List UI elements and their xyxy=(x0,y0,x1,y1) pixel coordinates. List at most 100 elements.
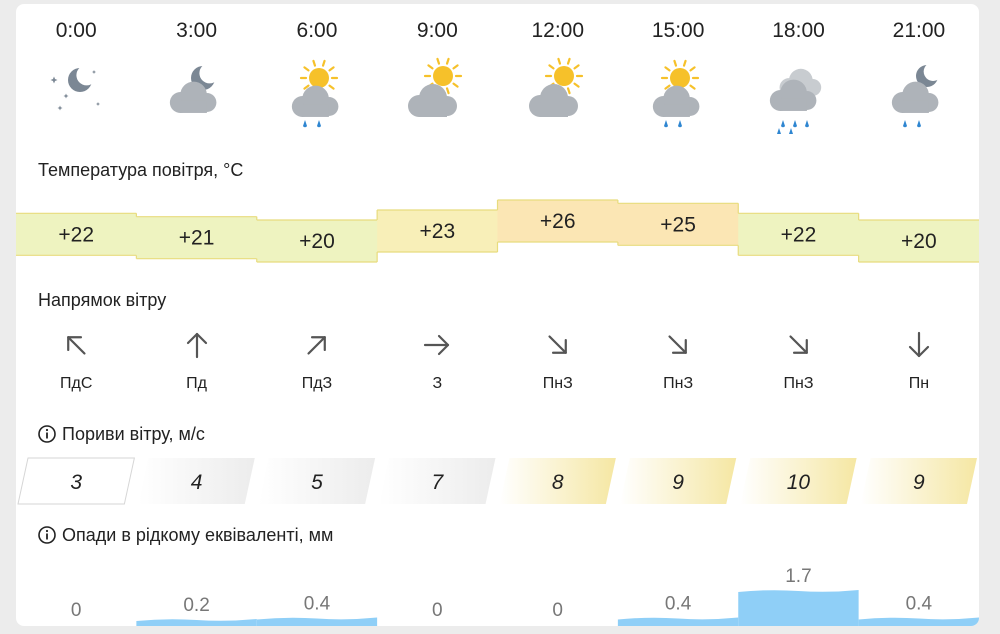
weather-icon-cell xyxy=(738,54,858,134)
temperature-segment xyxy=(738,213,860,256)
wind-direction-label: ПдС xyxy=(60,375,93,392)
temperature-value: +20 xyxy=(901,230,937,253)
wind-arrow-icon xyxy=(186,332,207,359)
wind-direction-label: ПнЗ xyxy=(783,375,814,392)
wind-gust-value: 3 xyxy=(70,471,82,494)
precipitation-bar xyxy=(136,619,257,626)
wind-gust-value: 9 xyxy=(913,471,925,494)
hour-label: 9:00 xyxy=(416,19,458,42)
wind-gust-cell xyxy=(860,458,977,504)
precipitation-value: 0.4 xyxy=(906,594,933,615)
temperature-band: +22 +21 +20 +23 +26 +25 +22 +20 xyxy=(16,199,979,263)
weather-icon-cell xyxy=(618,54,738,134)
precipitation-bar xyxy=(738,590,859,626)
moon-stars-icon xyxy=(50,65,101,111)
wind-gusts-band: 3 4 5 7 8 9 10 9 xyxy=(17,457,977,505)
temperature-segment xyxy=(858,220,979,262)
temperature-value: +25 xyxy=(660,213,696,236)
wind-arrow-icon xyxy=(788,335,808,354)
precipitation-value: 0.4 xyxy=(304,594,331,615)
wind-gust-cell xyxy=(258,458,376,504)
precipitation-value: 0 xyxy=(552,600,563,621)
weather-icon-cell xyxy=(859,54,979,134)
precipitation-value: 0.2 xyxy=(183,595,209,616)
weather-icons-row xyxy=(16,54,979,134)
weather-icon-cell xyxy=(377,54,497,134)
moon-cloud-icon xyxy=(169,63,220,113)
precipitation-title: Опади в рідкому еквіваленті, мм xyxy=(62,525,334,545)
temperature-value: +22 xyxy=(781,223,817,246)
hour-label: 6:00 xyxy=(296,19,338,42)
wind-gust-value: 10 xyxy=(787,471,811,494)
wind-arrow-icon xyxy=(668,335,688,354)
wind-arrow-cell xyxy=(136,330,256,366)
wind-arrow-icon xyxy=(548,335,567,354)
precipitation-bar xyxy=(617,617,739,626)
cloud-heavy-rain-icon xyxy=(769,68,821,134)
temperature-value: +22 xyxy=(58,223,94,246)
wind-gust-value: 8 xyxy=(552,471,564,494)
wind-gusts-header: Пориви вітру, м/с xyxy=(38,422,205,446)
weather-icon-cell xyxy=(136,54,256,134)
forecast-card: 0:00 3:00 6:00 9:00 12:00 15:00 18:00 21:00 Тем… xyxy=(16,4,979,626)
wind-gust-value: 4 xyxy=(191,471,203,494)
wind-arrow-cell xyxy=(859,330,979,366)
precipitation-bars: 0 0.2 0.4 0 0 0.4 1.7 0.4 xyxy=(71,566,979,626)
hour-label: 0:00 xyxy=(55,19,97,42)
wind-arrow-cell xyxy=(498,330,618,366)
sun-cloud-rain-icon xyxy=(652,59,700,128)
wind-gust-cell xyxy=(619,458,737,504)
wind-arrow-icon xyxy=(67,336,86,355)
wind-arrow-cell xyxy=(377,330,497,366)
wind-direction-label: ПнЗ xyxy=(663,375,694,392)
temperature-value: +23 xyxy=(420,220,456,243)
wind-arrow-cell xyxy=(257,330,377,366)
wind-direction-label: З xyxy=(432,375,443,392)
wind-gust-cell xyxy=(138,458,255,504)
info-icon[interactable] xyxy=(38,425,56,443)
precipitation-value: 0.4 xyxy=(665,594,692,615)
wind-gust-cell xyxy=(740,458,857,504)
hour-label: 21:00 xyxy=(892,19,946,42)
wind-gust-cell xyxy=(379,458,496,504)
temperature-segment xyxy=(617,203,739,246)
wind-gust-cell xyxy=(17,457,135,505)
wind-arrow-icon xyxy=(307,336,326,355)
wind-arrow-cell xyxy=(738,330,858,366)
weather-icon-cell xyxy=(257,54,377,134)
temperature-segment xyxy=(377,210,498,252)
sun-cloud-icon xyxy=(408,57,463,117)
precipitation-value: 0 xyxy=(432,600,443,621)
wind-gust-value: 9 xyxy=(672,471,684,494)
wind-arrow-icon xyxy=(908,331,930,358)
wind-gust-cell xyxy=(499,458,616,504)
temperature-segment xyxy=(497,200,619,242)
weather-icon-cell xyxy=(498,54,618,134)
temperature-value: +26 xyxy=(540,210,576,233)
sun-cloud-icon xyxy=(528,57,583,117)
precipitation-header: Опади в рідкому еквіваленті, мм xyxy=(38,523,333,547)
wind-arrow-cell xyxy=(16,330,136,366)
precipitation-value: 1.7 xyxy=(785,566,811,587)
hours-row: 0:00 3:00 6:00 9:00 12:00 15:00 18:00 21:00 xyxy=(16,16,979,46)
weather-icon-cell xyxy=(16,54,136,134)
sun-cloud-rain-icon xyxy=(291,59,339,128)
hour-label: 15:00 xyxy=(651,19,705,42)
wind-directions-row: ПдС Пд ПдЗ З ПнЗ ПнЗ ПнЗ Пн xyxy=(16,372,979,396)
info-icon[interactable] xyxy=(38,526,56,544)
wind-direction-label: ПдЗ xyxy=(301,375,333,392)
hour-label: 12:00 xyxy=(531,19,585,42)
wind-gust-value: 5 xyxy=(311,471,323,494)
wind-arrow-icon xyxy=(424,334,450,356)
precipitation-bar xyxy=(858,617,979,626)
moon-cloud-rain-icon xyxy=(891,62,943,128)
wind-gusts-title: Пориви вітру, м/с xyxy=(62,424,205,444)
temperature-segment xyxy=(136,216,258,259)
temperature-segment xyxy=(16,213,137,256)
hour-label: 3:00 xyxy=(176,19,218,42)
precipitation-bar xyxy=(256,617,378,626)
wind-gust-value: 7 xyxy=(431,471,444,494)
temperature-segment xyxy=(256,220,378,262)
precipitation-value: 0 xyxy=(71,600,82,621)
wind-direction-label: Пн xyxy=(908,375,930,392)
